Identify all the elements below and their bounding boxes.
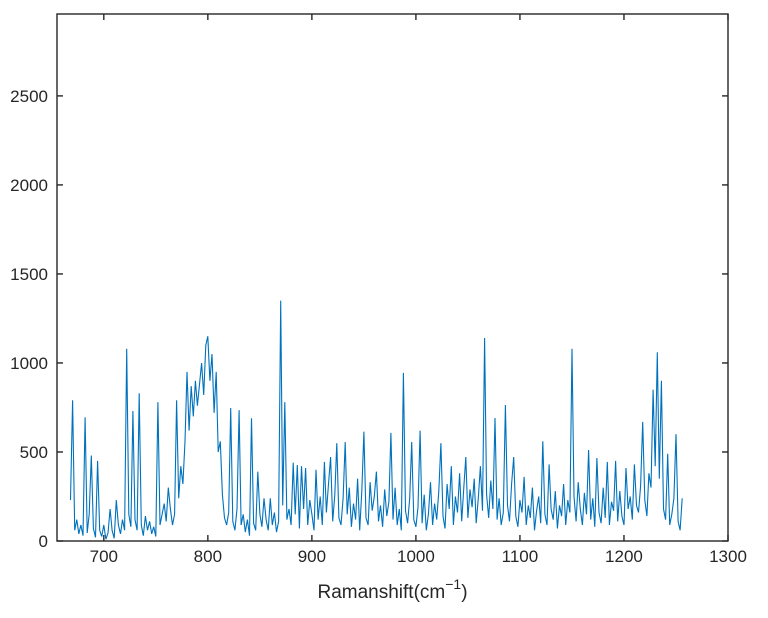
- x-tick-label: 1200: [605, 547, 643, 566]
- y-tick-label: 2500: [10, 87, 48, 106]
- raman-series-line: [69, 300, 683, 540]
- x-tick-label: 1100: [502, 547, 539, 566]
- y-tick-label: 500: [20, 443, 48, 462]
- axis-ticks: [57, 14, 729, 542]
- x-tick-label: 1300: [709, 547, 747, 566]
- y-tick-label: 1000: [10, 354, 48, 373]
- x-axis-label: Ramanshift(cm−1): [317, 576, 467, 603]
- x-tick-label: 900: [298, 547, 326, 566]
- x-tick-label: 700: [90, 547, 118, 566]
- axis-tick-labels: 700 800 900 1000 1100 1200 1300 0 500 1000 1500 200…: [10, 87, 747, 566]
- x-tick-label: 800: [194, 547, 222, 566]
- x-tick-label: 1000: [397, 547, 435, 566]
- y-tick-label: 2000: [10, 176, 48, 195]
- y-tick-label: 0: [39, 532, 48, 551]
- y-tick-label: 1500: [10, 265, 48, 284]
- plot-box: [56, 13, 729, 542]
